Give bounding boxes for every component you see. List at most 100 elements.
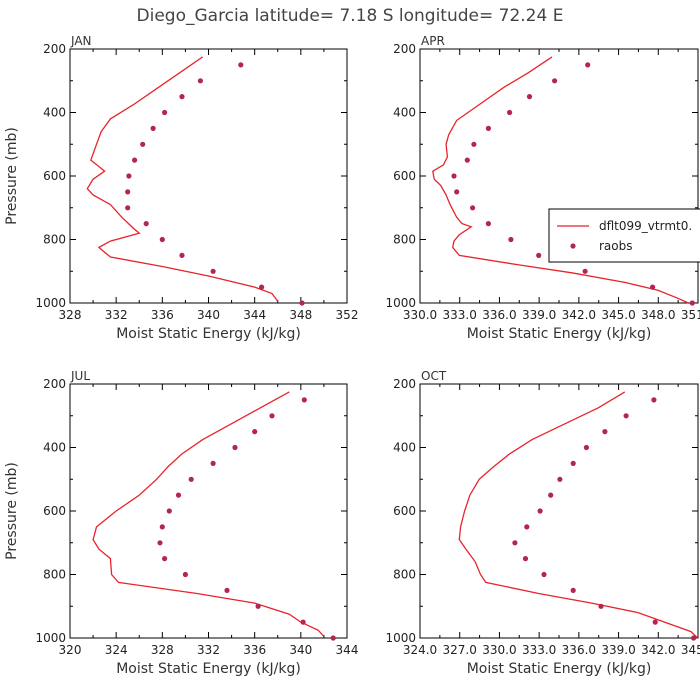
raobs-marker <box>524 524 530 530</box>
model-line <box>432 56 689 304</box>
raobs-marker <box>537 508 543 514</box>
x-tick-label: 327.0 <box>443 643 477 657</box>
raobs-marker <box>143 221 149 227</box>
x-tick-label: 336.0 <box>482 308 516 322</box>
raobs-marker <box>179 252 185 258</box>
raobs-marker <box>140 141 146 147</box>
y-tick-label: 1000 <box>35 296 66 310</box>
x-tick-label: 336.0 <box>562 643 596 657</box>
raobs-marker <box>150 125 156 131</box>
raobs-marker <box>557 476 563 482</box>
raobs-marker <box>125 205 131 211</box>
raobs-marker <box>269 413 275 419</box>
y-tick-label: 1000 <box>35 631 66 645</box>
raobs-marker <box>485 125 491 131</box>
panel-jul: JUL 320 324 328 332 336 340 344 200 400 600 800 1000… <box>4 369 358 677</box>
x-tick-label: 332 <box>197 643 220 657</box>
raobs-marker <box>623 413 629 419</box>
raobs-marker <box>126 173 132 179</box>
y-tick-label: 200 <box>43 377 66 391</box>
raobs-marker <box>197 78 203 84</box>
panel-apr: APR 330.0 333.0 336.0 339.0 342.0 345.0 348.0 35… <box>385 34 700 342</box>
panel-label: APR <box>421 34 445 48</box>
x-tick-label: 342.0 <box>562 308 596 322</box>
x-tick-label: 344 <box>336 643 359 657</box>
raobs-marker <box>651 397 657 403</box>
raobs-marker <box>507 109 513 116</box>
y-axis-label: Pressure (mb) <box>4 462 20 560</box>
raobs-marker <box>166 508 172 514</box>
x-tick-label: 332 <box>105 308 128 322</box>
y-tick-label: 800 <box>43 233 66 247</box>
raobs-marker <box>541 571 547 578</box>
raobs-marker <box>691 635 697 641</box>
x-tick-label: 340 <box>197 308 220 322</box>
x-tick-label: 324 <box>105 643 128 657</box>
legend: dflt099_vtrmt0.raobs <box>548 208 700 263</box>
x-tick-label: 345.0 <box>681 643 700 657</box>
y-tick-label: 400 <box>43 441 66 455</box>
raobs-marker <box>536 252 542 258</box>
raobs-marker <box>508 236 514 243</box>
raobs-marker <box>179 94 185 100</box>
y-tick-label: 600 <box>43 504 66 518</box>
y-tick-label: 800 <box>43 568 66 582</box>
x-tick-label: 330.0 <box>403 308 437 322</box>
raobs-marker <box>451 173 457 179</box>
raobs-marker <box>585 62 591 68</box>
y-tick-label: 800 <box>393 568 416 582</box>
x-tick-label: 348 <box>289 308 312 322</box>
raobs-marker <box>689 300 695 306</box>
x-tick-label: 339.0 <box>522 308 556 322</box>
raobs-marker <box>330 635 336 641</box>
raobs-marker <box>570 460 576 466</box>
raobs-marker <box>210 268 216 274</box>
y-tick-label: 600 <box>393 169 416 183</box>
x-tick-label: 344 <box>243 308 266 322</box>
panel-label: JUL <box>70 369 90 383</box>
x-tick-label: 348.0 <box>641 308 675 322</box>
raobs-marker <box>132 157 138 163</box>
raobs-marker <box>162 109 168 116</box>
plot-frame <box>419 48 699 304</box>
raobs-marker <box>252 429 258 435</box>
x-tick-label: 336 <box>151 308 174 322</box>
raobs-marker <box>598 603 604 609</box>
x-tick-label: 330.0 <box>482 643 516 657</box>
raobs-marker <box>602 429 608 435</box>
raobs-marker <box>210 460 216 466</box>
x-tick-label: 333.0 <box>522 643 556 657</box>
raobs-marker <box>157 540 163 546</box>
raobs-marker <box>526 94 533 100</box>
raobs-marker <box>522 556 529 562</box>
raobs-marker <box>162 556 168 562</box>
x-axis-label: Moist Static Energy (kJ/kg) <box>467 661 652 677</box>
raobs-marker <box>570 587 576 594</box>
panel-label: JAN <box>70 34 92 48</box>
x-axis-label: Moist Static Energy (kJ/kg) <box>116 661 301 677</box>
model-line <box>458 391 699 639</box>
raobs-marker <box>485 221 491 227</box>
x-tick-label: 342.0 <box>641 643 675 657</box>
x-tick-label: 352 <box>336 308 359 322</box>
legend-label: raobs <box>599 239 633 253</box>
plot-frame <box>419 383 699 639</box>
y-tick-label: 200 <box>43 42 66 56</box>
raobs-marker <box>301 397 307 403</box>
raobs-marker <box>471 141 477 147</box>
legend-box <box>548 208 700 263</box>
raobs-marker <box>582 268 588 274</box>
plot-frame <box>69 383 348 639</box>
x-tick-label: 351.0 <box>681 308 700 322</box>
panel-oct: OCT 324.0 327.0 330.0 333.0 336.0 339.0 342.0 34… <box>385 369 700 677</box>
raobs-marker <box>652 619 658 625</box>
plot-frame <box>69 48 348 304</box>
model-line <box>92 391 325 637</box>
panel-jan: JAN 328 332 336 340 344 348 352 200 400 600 800 1000… <box>4 34 358 342</box>
raobs-marker <box>470 205 476 211</box>
raobs-marker <box>159 236 165 243</box>
x-axis-label: Moist Static Energy (kJ/kg) <box>467 326 652 342</box>
raobs-marker <box>188 476 194 482</box>
x-tick-label: 340 <box>289 643 312 657</box>
panel-label: OCT <box>421 369 447 383</box>
